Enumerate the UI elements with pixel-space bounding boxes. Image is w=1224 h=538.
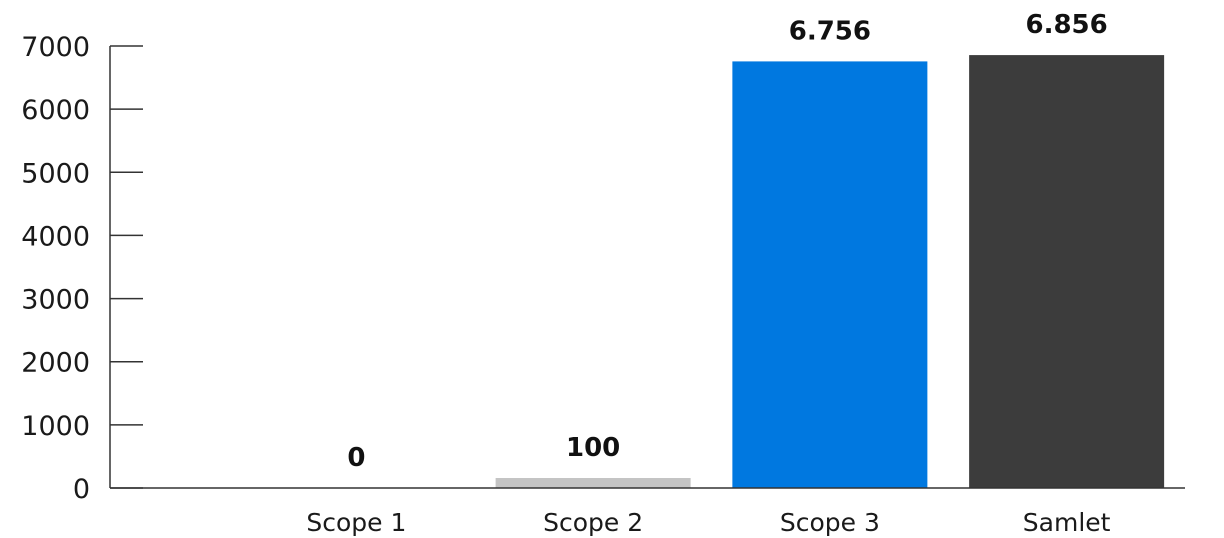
y-axis: 0 1000 2000 3000 4000 5000 6000 7000 [21,32,143,505]
y-tick-label: 7000 [21,32,90,63]
data-labels: 0 100 6.756 6.856 [347,10,1107,473]
y-tick-label: 0 [73,474,90,505]
x-tick-label: Samlet [1023,508,1111,537]
y-tick-label: 1000 [21,411,90,442]
bars [495,55,1165,489]
data-label: 100 [566,433,620,463]
x-tick-label: Scope 2 [543,508,643,537]
y-tick-label: 4000 [21,221,90,252]
data-label: 6.856 [1026,10,1108,40]
y-tick-label: 6000 [21,95,90,126]
bar-samlet [969,55,1165,489]
bar-scope-2 [495,478,691,488]
data-label: 6.756 [789,16,871,46]
x-axis: Scope 1 Scope 2 Scope 3 Samlet [306,508,1110,537]
y-tick-label: 5000 [21,158,90,189]
x-tick-label: Scope 3 [780,508,880,537]
y-tick-label: 2000 [21,348,90,379]
y-tick-label: 3000 [21,285,90,316]
x-tick-label: Scope 1 [306,508,406,537]
data-label: 0 [347,443,365,473]
bar-scope-3 [732,61,928,488]
